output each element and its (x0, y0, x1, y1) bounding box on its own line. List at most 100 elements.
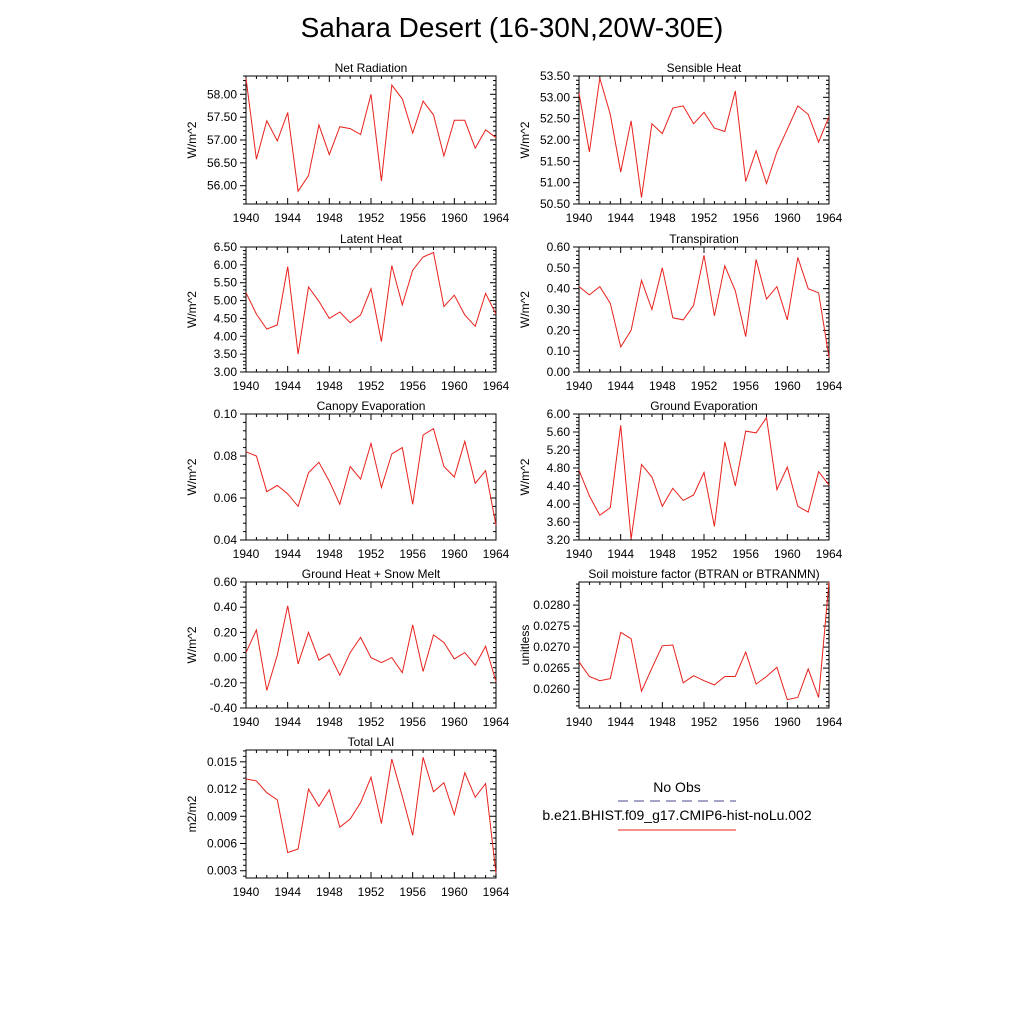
y-tick-label: 0.0275 (533, 619, 570, 633)
y-axis-label: W/m^2 (185, 458, 199, 495)
x-tick-label: 1940 (233, 715, 260, 729)
y-tick-label: 0.10 (547, 344, 571, 358)
y-tick-label: 0.20 (214, 625, 238, 639)
y-tick-label: 50.50 (540, 197, 570, 211)
x-tick-label: 1948 (649, 547, 676, 561)
x-tick-label: 1952 (358, 715, 385, 729)
x-tick-label: 1940 (566, 547, 593, 561)
legend: No Obs b.e21.BHIST.f09_g17.CMIP6-hist-noL… (542, 779, 812, 831)
y-tick-label: 52.50 (540, 112, 570, 126)
x-tick-label: 1944 (607, 211, 634, 225)
x-tick-label: 1956 (399, 715, 426, 729)
y-tick-label: 57.50 (207, 110, 237, 124)
y-tick-label: 56.50 (207, 156, 237, 170)
x-tick-label: 1964 (483, 715, 510, 729)
plot-frame (578, 246, 830, 373)
x-tick-label: 1952 (691, 715, 718, 729)
y-axis-label: W/m^2 (185, 626, 199, 663)
x-tick-label: 1960 (774, 211, 801, 225)
x-tick-label: 1944 (274, 715, 301, 729)
x-tick-label: 1960 (441, 379, 468, 393)
series-line (578, 77, 830, 198)
x-tick-label: 1956 (399, 547, 426, 561)
y-axis-label: W/m^2 (185, 291, 199, 328)
panel-title: Total LAI (348, 735, 395, 749)
y-axis-label: W/m^2 (518, 458, 532, 495)
x-tick-label: 1940 (233, 885, 260, 899)
x-tick-label: 1944 (607, 379, 634, 393)
x-tick-label: 1964 (816, 211, 843, 225)
x-tick-label: 1960 (774, 379, 801, 393)
series-line (245, 757, 497, 874)
x-tick-label: 1964 (483, 379, 510, 393)
y-tick-label: 3.20 (547, 533, 571, 547)
x-tick-label: 1960 (441, 715, 468, 729)
y-tick-label: 0.006 (207, 837, 237, 851)
figure-title: Sahara Desert (16-30N,20W-30E) (300, 12, 724, 43)
x-tick-label: 1948 (316, 885, 343, 899)
x-tick-label: 1944 (607, 715, 634, 729)
series-line (245, 605, 497, 691)
x-tick-label: 1964 (816, 547, 843, 561)
y-axis-label: m2/m2 (185, 795, 199, 832)
y-tick-label: 6.50 (214, 240, 238, 254)
series-line (245, 78, 497, 193)
x-tick-label: 1944 (274, 211, 301, 225)
series-line (245, 427, 497, 526)
x-tick-label: 1944 (274, 379, 301, 393)
y-axis-label: unitless (518, 625, 532, 666)
x-tick-label: 1956 (399, 211, 426, 225)
y-tick-label: 0.009 (207, 809, 237, 823)
x-tick-label: 1944 (274, 547, 301, 561)
x-tick-label: 1964 (816, 379, 843, 393)
y-axis-label: W/m^2 (185, 121, 199, 158)
x-tick-label: 1940 (566, 211, 593, 225)
x-tick-label: 1948 (649, 211, 676, 225)
x-tick-label: 1964 (483, 547, 510, 561)
y-tick-label: 0.40 (214, 600, 238, 614)
plot-frame (245, 749, 497, 879)
y-tick-label: 0.0280 (533, 598, 570, 612)
x-tick-label: 1952 (358, 547, 385, 561)
y-tick-label: 0.04 (214, 533, 238, 547)
y-tick-label: 5.20 (547, 443, 571, 457)
x-tick-label: 1964 (483, 885, 510, 899)
panel-title: Transpiration (669, 232, 739, 246)
y-tick-label: 57.00 (207, 133, 237, 147)
plot-frame (245, 581, 497, 709)
x-tick-label: 1948 (649, 715, 676, 729)
y-tick-label: 0.50 (547, 261, 571, 275)
y-tick-label: 4.50 (214, 311, 238, 325)
series-line (245, 251, 497, 355)
x-tick-label: 1956 (399, 379, 426, 393)
panel-5: 1940 1944 1948 1952 1956 1960 1964 0.04 0.06 0.08… (185, 399, 510, 561)
panel-1: 1940 1944 1948 1952 1956 1960 1964 56.00 56.50 57… (185, 61, 510, 225)
y-tick-label: 0.00 (214, 651, 238, 665)
y-tick-label: 6.00 (214, 258, 238, 272)
y-tick-label: 51.00 (540, 176, 570, 190)
y-tick-label: 0.10 (214, 407, 238, 421)
y-tick-label: 0.30 (547, 303, 571, 317)
y-tick-label: 6.00 (547, 407, 571, 421)
y-tick-label: 58.00 (207, 87, 237, 101)
x-tick-label: 1948 (316, 211, 343, 225)
x-tick-label: 1948 (316, 547, 343, 561)
panel-title: Latent Heat (340, 232, 403, 246)
series-line (578, 416, 830, 540)
panel-title: Sensible Heat (667, 61, 742, 75)
x-tick-label: 1960 (774, 715, 801, 729)
y-tick-label: 0.60 (214, 575, 238, 589)
y-tick-label: 0.40 (547, 282, 571, 296)
x-tick-label: 1964 (483, 211, 510, 225)
y-tick-label: 53.50 (540, 69, 570, 83)
y-tick-label: 56.00 (207, 179, 237, 193)
x-tick-label: 1960 (441, 885, 468, 899)
series-line (578, 255, 830, 358)
x-tick-label: 1952 (691, 547, 718, 561)
x-tick-label: 1960 (441, 547, 468, 561)
y-tick-label: 4.80 (547, 461, 571, 475)
y-axis-label: W/m^2 (518, 291, 532, 328)
x-tick-label: 1952 (691, 211, 718, 225)
x-tick-label: 1940 (233, 547, 260, 561)
